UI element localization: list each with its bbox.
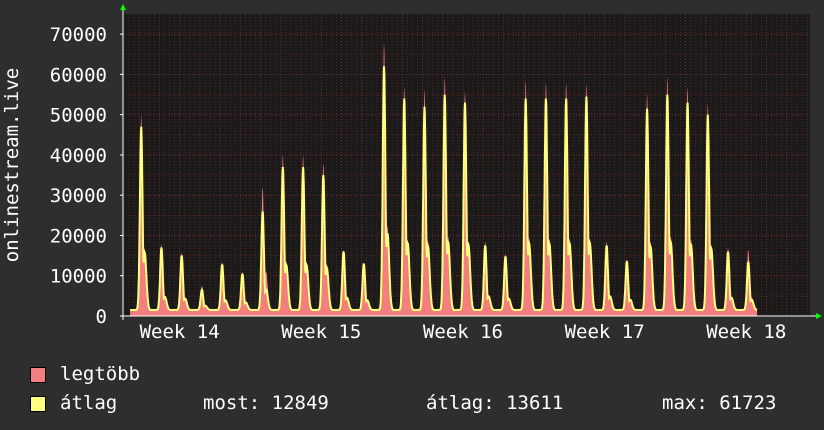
x-axis-arrow [816, 313, 822, 319]
y-tick-label: 60000 [50, 64, 107, 86]
stat-current: most: 12849 [203, 392, 329, 414]
series-line-atlag [130, 66, 758, 311]
legend-swatch-legtobb [30, 367, 46, 383]
x-tick-label: Week 14 [140, 321, 220, 343]
y-tick-label: 30000 [50, 185, 107, 207]
x-tick-label: Week 18 [706, 321, 786, 343]
legend-label-legtobb: legtöbb [60, 363, 141, 385]
legend-swatch-atlag [30, 396, 46, 412]
y-tick-label: 70000 [50, 24, 107, 46]
y-tick-label: 50000 [50, 105, 107, 127]
x-tick-label: Week 17 [565, 321, 645, 343]
x-tick-label: Week 16 [423, 321, 503, 343]
y-axis-ticks: 0 10000 20000 30000 40000 50000 60000 70000 [50, 24, 123, 328]
stat-average: átlag: 13611 [426, 392, 564, 414]
x-tick-label: Week 15 [281, 321, 361, 343]
y-tick-label: 20000 [50, 225, 107, 247]
y-axis-label: onlinestream.live [1, 68, 23, 262]
x-axis-ticks: Week 14 Week 15 Week 16 Week 17 Week 18 [140, 321, 787, 343]
y-tick-label: 10000 [50, 266, 107, 288]
y-tick-label: 0 [96, 306, 107, 328]
y-axis-arrow [120, 4, 126, 10]
data-series [130, 42, 758, 316]
traffic-chart: 0 10000 20000 30000 40000 50000 60000 70000 Wee… [1, 4, 822, 343]
legend-label-atlag: átlag [60, 392, 118, 414]
y-tick-label: 40000 [50, 145, 107, 167]
stat-max: max: 61723 [662, 392, 777, 414]
legend-item-atlag: átlag most: 12849 átlag: 13611 max: 6172… [30, 391, 810, 415]
axes [120, 4, 822, 320]
